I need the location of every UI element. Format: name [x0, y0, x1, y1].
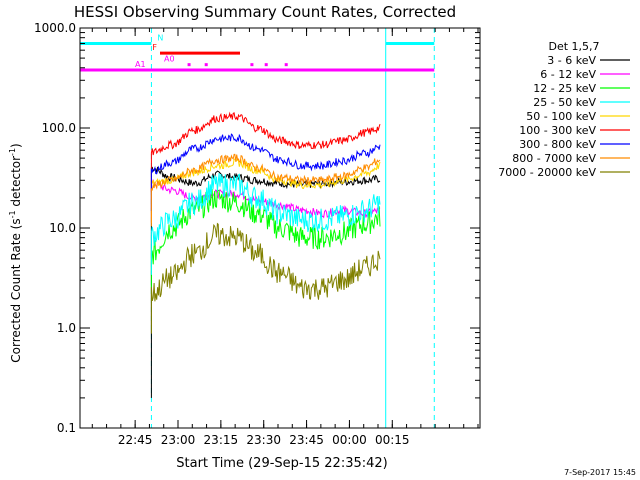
- legend-label: 25 - 50 keV: [533, 96, 596, 109]
- state-bar-dot: [284, 63, 288, 67]
- series-line: [150, 153, 381, 227]
- series-line: [150, 158, 381, 224]
- legend-label: 12 - 25 keV: [533, 82, 596, 95]
- plot-area: NF A0 A1: [80, 28, 435, 428]
- x-tick-label: 00:00: [332, 433, 367, 447]
- legend-label: 100 - 300 keV: [519, 124, 596, 137]
- series-line: [150, 188, 381, 294]
- y-axis-label-end: ): [9, 143, 23, 148]
- state-label: F: [152, 43, 157, 52]
- x-tick-label: 23:00: [161, 433, 196, 447]
- legend-label: 7000 - 20000 keV: [498, 166, 596, 179]
- state-bar-dot: [264, 63, 268, 67]
- legend-label: 800 - 7000 keV: [512, 152, 596, 165]
- state-bar-dot: [187, 63, 191, 67]
- series-line: [150, 173, 381, 275]
- legend-label: 50 - 100 keV: [526, 110, 596, 123]
- state-bar-dot: [250, 63, 254, 67]
- y-axis-label-main: Corrected Count Rate (s: [9, 218, 23, 362]
- y-axis-label-mid: detector: [9, 156, 23, 211]
- state-bar-dot: [204, 63, 208, 67]
- axes: 0.1 1.0 10.0 100.0 1000.0 22:45 23:00 23:15 23:3…: [34, 21, 481, 447]
- state-label: A1: [135, 60, 146, 69]
- legend-title: Det 1,5,7: [548, 40, 599, 53]
- plot-clip-group: [80, 28, 435, 428]
- y-tick-label: 100.0: [42, 121, 76, 135]
- state-label: A0: [164, 55, 175, 64]
- legend-label: 3 - 6 keV: [547, 54, 596, 67]
- y-tick-label: 1.0: [57, 321, 76, 335]
- legend-label: 6 - 12 keV: [540, 68, 596, 81]
- chart-title: HESSI Observing Summary Count Rates, Cor…: [74, 3, 456, 21]
- x-tick-label: 00:15: [375, 433, 410, 447]
- y-axis-label-sup1: -1: [8, 210, 17, 218]
- state-label: N: [157, 33, 163, 42]
- series-line: [150, 133, 381, 211]
- series-line: [150, 111, 381, 193]
- x-tick-label: 23:15: [204, 433, 239, 447]
- x-tick-label: 22:45: [118, 433, 153, 447]
- y-axis-label: Corrected Count Rate (s-1 detector-1): [8, 143, 23, 362]
- legend-label: 300 - 800 keV: [519, 138, 596, 151]
- plot-frame: [79, 27, 481, 429]
- series-line: [150, 166, 381, 398]
- y-axis-label-sup2: -1: [8, 148, 17, 156]
- x-tick-label: 23:45: [289, 433, 324, 447]
- footer-timestamp: 7-Sep-2017 15:45: [564, 468, 636, 477]
- y-tick-label: 0.1: [57, 421, 76, 435]
- series-line: [150, 222, 381, 334]
- x-axis-label: Start Time (29-Sep-15 22:35:42): [176, 456, 387, 471]
- y-tick-label: 10.0: [49, 221, 76, 235]
- x-tick-label: 23:30: [246, 433, 281, 447]
- y-tick-label: 1000.0: [34, 21, 76, 35]
